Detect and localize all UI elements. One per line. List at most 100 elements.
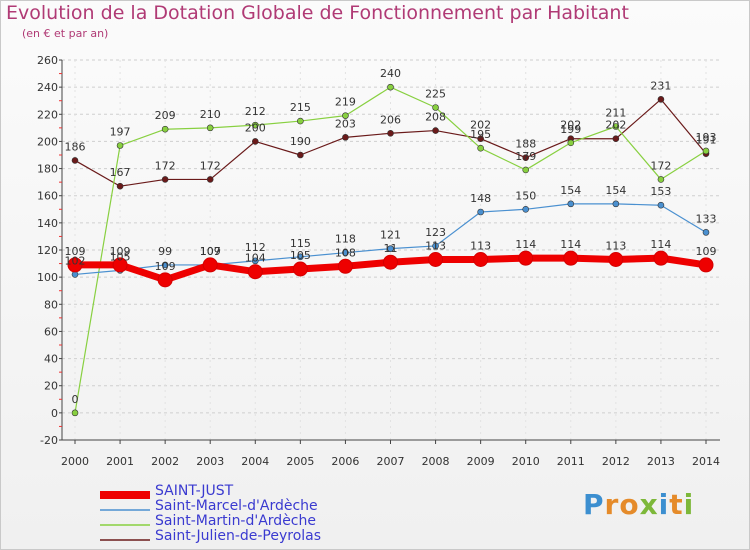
data-label: 179 [515, 150, 536, 163]
data-point [206, 124, 214, 132]
data-point [383, 254, 398, 270]
grid-layer [62, 59, 720, 441]
data-label: 211 [605, 107, 626, 120]
data-label: 150 [515, 189, 536, 202]
y-tick-label: 60 [44, 325, 58, 338]
x-tick-label: 2006 [331, 455, 359, 468]
data-label: 114 [515, 238, 536, 251]
legend-label: Saint-Marcel-d'Ardèche [155, 498, 318, 514]
data-point [251, 121, 259, 129]
data-point [428, 252, 444, 267]
data-label: 112 [245, 241, 266, 254]
data-label: 231 [650, 79, 671, 92]
data-point [337, 258, 353, 274]
data-point [608, 252, 624, 267]
data-label: 197 [110, 126, 131, 139]
series-layer [67, 83, 714, 417]
data-label: 153 [650, 185, 671, 198]
data-label: 195 [470, 128, 491, 141]
data-point [432, 104, 439, 111]
data-label: 154 [560, 184, 581, 197]
data-label: 202 [470, 119, 491, 132]
x-tick-label: 2002 [151, 455, 179, 468]
y-tick-label: 40 [44, 353, 58, 366]
data-label: 167 [110, 166, 131, 179]
logo-letter: o [619, 488, 640, 521]
data-point [116, 182, 124, 190]
data-point [657, 96, 665, 103]
data-label: 11 [384, 242, 398, 255]
data-label: 188 [515, 138, 536, 151]
data-point [522, 154, 530, 162]
y-tick-label: -20 [40, 434, 58, 447]
data-label: 105 [290, 249, 311, 262]
data-point [161, 176, 169, 183]
data-point [251, 257, 259, 265]
x-tick-label: 2012 [602, 455, 630, 468]
data-point [653, 250, 669, 266]
y-tick-label: 140 [37, 217, 58, 230]
legend-swatch-saint-marcel [100, 509, 150, 511]
data-label: 118 [335, 233, 356, 246]
data-label: 209 [155, 109, 176, 122]
data-point [112, 257, 128, 273]
legend-swatch-saint-martin [100, 524, 150, 526]
data-label: 121 [380, 229, 401, 242]
x-tick-label: 2004 [241, 455, 269, 468]
data-label: 109 [696, 245, 717, 258]
y-tick-label: 260 [37, 54, 58, 67]
data-point [247, 264, 263, 280]
data-point [202, 257, 218, 273]
y-tick-label: 180 [37, 163, 58, 176]
data-label: 148 [470, 192, 491, 205]
data-point [702, 147, 710, 155]
data-label: 193 [696, 131, 717, 144]
logo-letter: t [669, 488, 684, 521]
data-label: 123 [425, 226, 446, 239]
y-tick-label: 100 [37, 271, 58, 284]
data-label: 186 [65, 140, 86, 153]
data-point [432, 242, 439, 250]
data-label: 215 [290, 101, 311, 114]
data-point [71, 409, 79, 417]
data-label: 225 [425, 88, 446, 101]
data-label: 99 [158, 245, 172, 258]
data-point [342, 112, 349, 119]
x-tick-label: 2007 [377, 455, 405, 468]
data-point [342, 249, 349, 257]
data-label: 113 [605, 240, 626, 253]
x-tick-label: 2005 [286, 455, 314, 468]
data-label: 133 [696, 212, 717, 225]
x-tick-label: 2014 [692, 455, 720, 468]
data-label: 200 [245, 121, 266, 134]
y-tick-label: 0 [51, 407, 58, 420]
data-label: 219 [335, 96, 356, 109]
data-point [157, 272, 173, 288]
data-point [477, 208, 484, 216]
data-label: 190 [290, 135, 311, 148]
logo-letter: P [583, 488, 605, 521]
data-label: 172 [650, 159, 671, 172]
data-point [612, 200, 620, 208]
data-label: 109 [155, 260, 176, 273]
data-point [297, 253, 304, 261]
x-tick-label: 2001 [106, 455, 134, 468]
data-point [297, 117, 304, 125]
data-label: 115 [290, 237, 311, 250]
logo-letter: r [604, 488, 620, 521]
data-point [71, 157, 79, 164]
data-label: 109 [110, 245, 131, 258]
chart-title: Evolution de la Dotation Globale de Fonc… [6, 2, 629, 24]
data-point [522, 166, 530, 174]
legend-label: Saint-Martin-d'Ardèche [155, 513, 316, 529]
axis-layer: -20 0 20 40 60 80 100 120 140 160 180 200 220 240 260 2… [37, 54, 720, 468]
data-label: 208 [425, 111, 446, 124]
legend-swatch-saint-julien [100, 539, 150, 541]
data-point [563, 250, 579, 266]
data-label: 105 [110, 250, 131, 263]
chart-subtitle: (en € et par an) [22, 27, 109, 40]
data-point [473, 252, 489, 267]
x-tick-label: 2008 [422, 455, 450, 468]
data-label: 154 [605, 184, 626, 197]
